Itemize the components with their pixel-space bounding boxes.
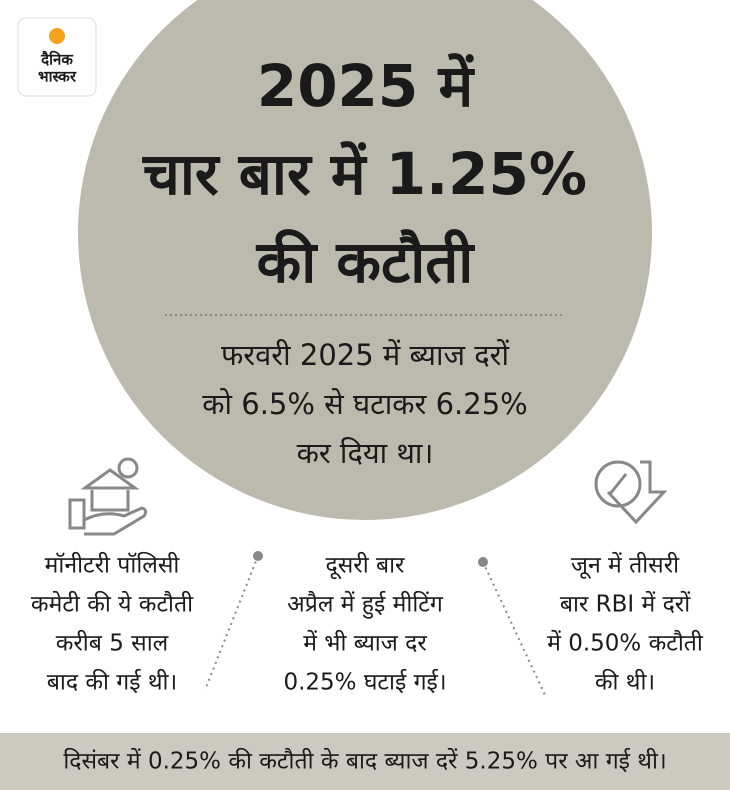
footer-text: दिसंबर में 0.25% की कटौती के बाद ब्याज द… — [63, 748, 666, 775]
headline: की कटौती — [256, 228, 476, 296]
logo-box — [17, 17, 97, 97]
house-icon — [68, 457, 148, 536]
column-text: में भी ब्याज दर — [303, 630, 427, 657]
column-text: में 0.50% कटौती — [547, 630, 704, 657]
subtitle: को 6.5% से घटाकर 6.25% — [202, 387, 527, 421]
percent-icon — [594, 460, 668, 525]
logo-text: दैनिक — [40, 51, 74, 69]
column-text: मॉनीटरी पॉलिसी — [45, 552, 181, 579]
column-text: करीब 5 साल — [56, 630, 169, 657]
column-text: बाद की गई थी। — [47, 669, 177, 696]
column-text: अप्रैल में हुई मीटिंग — [287, 591, 444, 620]
column-text: 0.25% घटाई गई। — [283, 669, 446, 696]
column-text: जून में तीसरी — [571, 552, 680, 580]
logo-sun — [49, 28, 65, 44]
column-text: दूसरी बार — [326, 552, 406, 580]
subtitle: कर दिया था। — [297, 436, 434, 470]
footer-bg — [0, 733, 730, 790]
column-text: की थी। — [595, 669, 655, 696]
headline: चार बार में 1.25% — [142, 140, 587, 208]
separators — [204, 555, 546, 696]
dot — [253, 551, 263, 561]
logo-text: भास्कर — [38, 68, 77, 86]
column-text: बार RBI में दरों — [560, 591, 691, 618]
subtitle: फरवरी 2025 में ब्याज दरों — [221, 338, 510, 372]
headline: 2025 में — [257, 52, 476, 120]
dot — [478, 557, 488, 567]
circle-bg — [78, 0, 652, 520]
column-text: कमेटी की ये कटौती — [31, 591, 194, 618]
